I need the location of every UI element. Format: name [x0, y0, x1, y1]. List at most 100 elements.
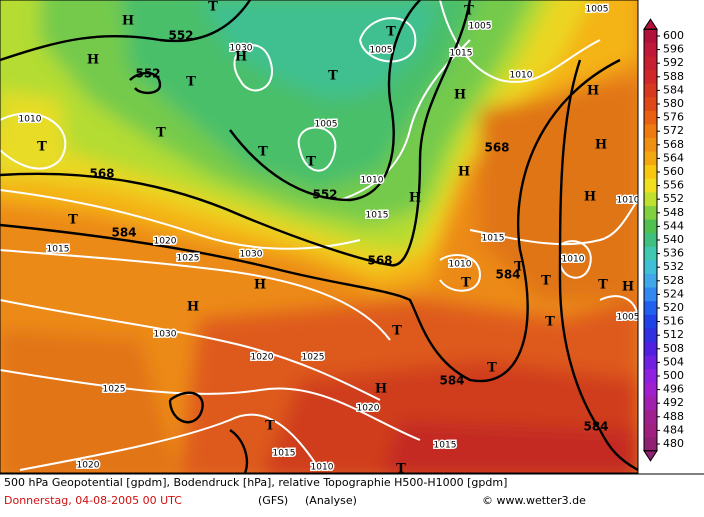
- map-labels: 552 552 552 568 568 568 584 584 584 584 1030 1005 10…: [17, 0, 640, 477]
- contour-label: 552: [135, 67, 160, 81]
- isobar-label: 1020: [251, 353, 274, 363]
- colorbar-swatch: [644, 165, 657, 180]
- footer-description: 500 hPa Geopotential [gpdm], Bodendruck …: [4, 476, 507, 489]
- colorbar-swatch: [644, 124, 657, 139]
- colorbar-label: 580: [663, 97, 684, 110]
- colorbar-swatch: [644, 42, 657, 57]
- contour-label: 552: [168, 29, 193, 43]
- colorbar-label: 516: [663, 315, 684, 328]
- low-pressure-marker: T: [461, 276, 471, 291]
- colorbar-label: 484: [663, 423, 684, 436]
- colorbar-cap-bottom: [643, 450, 658, 462]
- colorbar-swatch: [644, 396, 657, 411]
- colorbar-swatch: [644, 110, 657, 125]
- colorbar-swatch: [644, 437, 657, 452]
- low-pressure-marker: T: [545, 315, 555, 330]
- high-pressure-marker: H: [587, 84, 599, 99]
- colorbar-label: 520: [663, 301, 684, 314]
- colorbar-label: 556: [663, 179, 684, 192]
- isobar-label: 1015: [366, 211, 389, 221]
- isobars: [0, 0, 638, 471]
- colorbar-label: 572: [663, 124, 684, 137]
- colorbar-label: 588: [663, 70, 684, 83]
- colorbar-label: 504: [663, 355, 684, 368]
- isobar-label: 1015: [482, 234, 505, 244]
- colorbar-label: 552: [663, 192, 684, 205]
- colorbar-swatch: [644, 219, 657, 234]
- colorbar-swatch: [644, 29, 657, 44]
- low-pressure-marker: T: [258, 145, 268, 160]
- footer-date: Donnerstag, 04-08-2005 00 UTC: [4, 494, 182, 507]
- low-pressure-marker: T: [396, 462, 406, 477]
- colorbar-label: 568: [663, 138, 684, 151]
- contour-label: 568: [89, 167, 114, 181]
- colorbar-label: 592: [663, 56, 684, 69]
- low-pressure-marker: T: [186, 75, 196, 90]
- isobar-label: 1030: [230, 44, 253, 54]
- isobar-label: 1010: [19, 115, 42, 125]
- low-pressure-marker: T: [386, 25, 396, 40]
- colorbar-label: 560: [663, 165, 684, 178]
- colorbar-label: 480: [663, 437, 684, 450]
- colorbar-swatch: [644, 410, 657, 425]
- map-frame: [0, 0, 639, 474]
- colorbar-swatch: [644, 287, 657, 302]
- low-pressure-marker: T: [156, 126, 166, 141]
- high-pressure-marker: H: [235, 50, 247, 65]
- high-pressure-marker: H: [375, 382, 387, 397]
- low-pressure-marker: T: [37, 140, 47, 155]
- low-pressure-marker: T: [464, 4, 474, 19]
- isobar-label: 1010: [449, 260, 472, 270]
- high-pressure-marker: H: [187, 300, 199, 315]
- high-pressure-marker: H: [254, 278, 266, 293]
- high-pressure-marker: H: [409, 191, 421, 206]
- colorbar-swatch: [644, 314, 657, 329]
- contour-label: 568: [484, 141, 509, 155]
- isobar-label: 1020: [154, 237, 177, 247]
- isobar-label: 1010: [361, 176, 384, 186]
- isobar-label: 1005: [617, 313, 640, 323]
- high-pressure-marker: H: [622, 280, 634, 295]
- colorbar-label: 524: [663, 287, 684, 300]
- contour-label: 584: [439, 374, 464, 388]
- colorbar-label: 508: [663, 342, 684, 355]
- colorbar-label: 528: [663, 274, 684, 287]
- low-pressure-marker: T: [328, 69, 338, 84]
- colorbar-swatch: [644, 274, 657, 289]
- map-field: 552 552 552 568 568 568 584 584 584 584 1030 1005 10…: [0, 0, 640, 477]
- high-pressure-marker: H: [584, 190, 596, 205]
- isobar-label: 1030: [240, 250, 263, 260]
- colorbar-label: 500: [663, 369, 684, 382]
- colorbar-swatch: [644, 70, 657, 85]
- colorbar-frame: [643, 28, 658, 452]
- isobar-label: 1025: [103, 385, 126, 395]
- footer-copyright: © www.wetter3.de: [482, 494, 586, 507]
- isobar-label: 1005: [370, 46, 393, 56]
- colorbar-swatch: [644, 178, 657, 193]
- colorbar-swatch: [644, 138, 657, 153]
- colorbar-swatch: [644, 151, 657, 166]
- colorbar-swatch: [644, 192, 657, 207]
- contour-label: 584: [495, 268, 520, 282]
- isobar-label: 1020: [357, 404, 380, 414]
- colorbar-cap-top: [643, 18, 658, 30]
- low-pressure-marker: T: [392, 324, 402, 339]
- contour-label: 568: [367, 254, 392, 268]
- colorbar-swatch: [644, 56, 657, 71]
- high-pressure-marker: H: [458, 165, 470, 180]
- low-pressure-marker: T: [208, 0, 218, 15]
- geopotential-contours: [0, 0, 638, 473]
- high-pressure-marker: H: [87, 53, 99, 68]
- low-pressure-marker: T: [514, 260, 524, 275]
- isobar-label: 1030: [154, 330, 177, 340]
- colorbar-label: 540: [663, 233, 684, 246]
- colorbar-swatch: [644, 233, 657, 248]
- colorbar-swatch: [644, 423, 657, 438]
- contour-label: 552: [312, 188, 337, 202]
- colorbar-label: 596: [663, 43, 684, 56]
- colorbar-label: 536: [663, 247, 684, 260]
- isobar-label: 1025: [177, 254, 200, 264]
- isobar-label: 1015: [47, 245, 70, 255]
- colorbar-swatch: [644, 369, 657, 384]
